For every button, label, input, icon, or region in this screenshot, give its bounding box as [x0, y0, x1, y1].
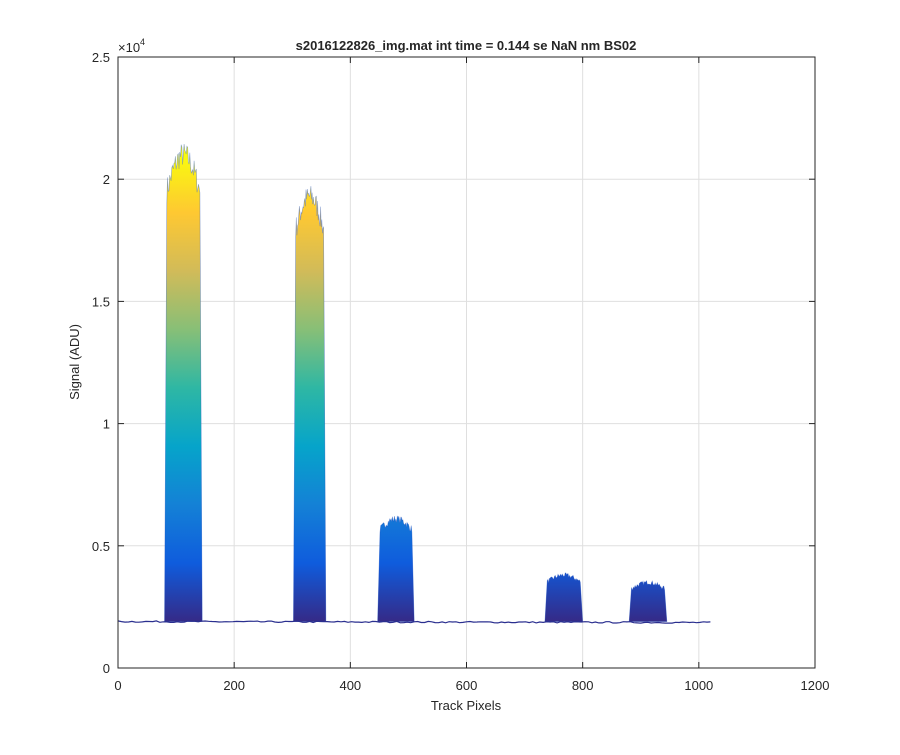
signal-peak-4: [544, 572, 583, 622]
baseline-trace: [117, 620, 711, 624]
signal-peak-outline-3: [377, 515, 415, 622]
x-axis-ticks: 0 200 400 600 800 1000 1200: [114, 57, 829, 693]
signal-peak-1: [164, 144, 203, 622]
y-tick-label: 1.5: [92, 294, 110, 309]
x-tick-label: 0: [114, 678, 121, 693]
plot-area: 0 200 400 600 800 1000 1200 0 0.5 1 1.5 2 2.5: [92, 50, 830, 693]
signal-peak-outline-5: [628, 580, 668, 622]
x-tick-label: 200: [223, 678, 245, 693]
signal-peak-outline-4: [544, 572, 584, 622]
x-tick-label: 1200: [801, 678, 830, 693]
y-tick-label: 0: [103, 661, 110, 676]
y-tick-label: 2: [103, 172, 110, 187]
y-exponent-power: 4: [140, 37, 145, 47]
y-tick-label: 1: [103, 417, 110, 432]
chart-title: s2016122826_img.mat int time = 0.144 se …: [296, 38, 637, 53]
gridlines: [118, 57, 815, 668]
signal-peak-5: [629, 580, 667, 622]
signal-peak-2: [293, 186, 326, 622]
signal-peak-3: [377, 515, 415, 622]
x-tick-label: 1000: [684, 678, 713, 693]
y-tick-label: 0.5: [92, 539, 110, 554]
x-tick-label: 400: [339, 678, 361, 693]
y-tick-label: 2.5: [92, 50, 110, 65]
x-tick-label: 600: [456, 678, 478, 693]
y-axis-label: Signal (ADU): [67, 324, 82, 400]
series-layer: [117, 143, 711, 624]
y-axis-ticks: 0 0.5 1 1.5 2 2.5: [92, 50, 815, 676]
y-axis-exponent: ×10 4: [118, 37, 145, 55]
signal-peak-outline-2: [293, 186, 327, 622]
x-tick-label: 800: [572, 678, 594, 693]
signal-peak-outline-1: [164, 143, 203, 622]
x-axis-label: Track Pixels: [431, 698, 502, 713]
y-exponent-base: ×10: [118, 40, 140, 55]
